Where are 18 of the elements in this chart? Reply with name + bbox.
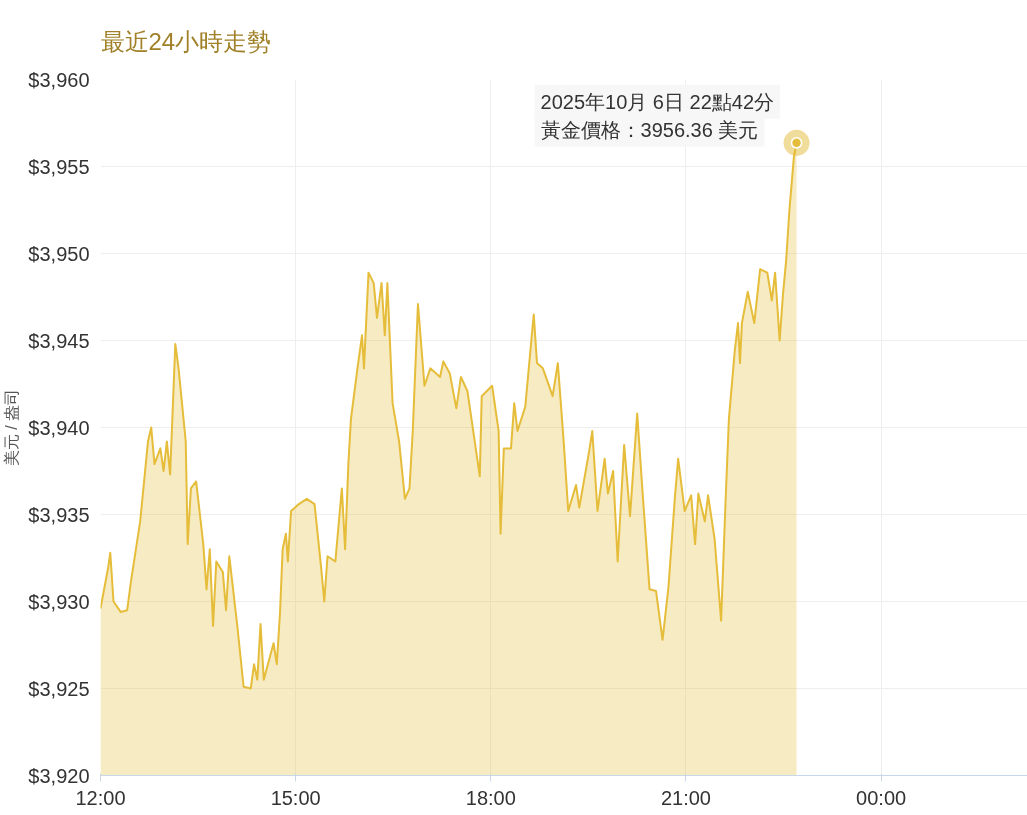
x-tick-label: 15:00	[270, 786, 321, 809]
x-tick-label: 00:00	[856, 786, 907, 809]
y-tick-label: $3,960	[28, 68, 90, 91]
x-tick-label: 18:00	[465, 786, 516, 809]
y-tick-label: $3,920	[28, 764, 90, 787]
x-tick-label: 12:00	[75, 786, 126, 809]
y-tick-label: $3,925	[28, 677, 90, 700]
y-tick-label: $3,950	[28, 242, 90, 265]
x-tick-label: 21:00	[660, 786, 712, 809]
y-tick-label: $3,940	[28, 416, 90, 439]
y-tick-label: $3,945	[28, 329, 90, 352]
y-tick-label: $3,935	[28, 503, 90, 526]
annotation: 黃金價格：3956.36 美元	[540, 118, 759, 141]
y-tick-label: $3,955	[28, 155, 90, 178]
y-tick-label: $3,930	[28, 590, 90, 613]
y-axis-title: 美元 / 盎司	[3, 388, 21, 467]
chart-title: 最近24小時走勢	[100, 27, 272, 55]
annotation: 2025年10月 6日 22點42分	[540, 90, 775, 113]
